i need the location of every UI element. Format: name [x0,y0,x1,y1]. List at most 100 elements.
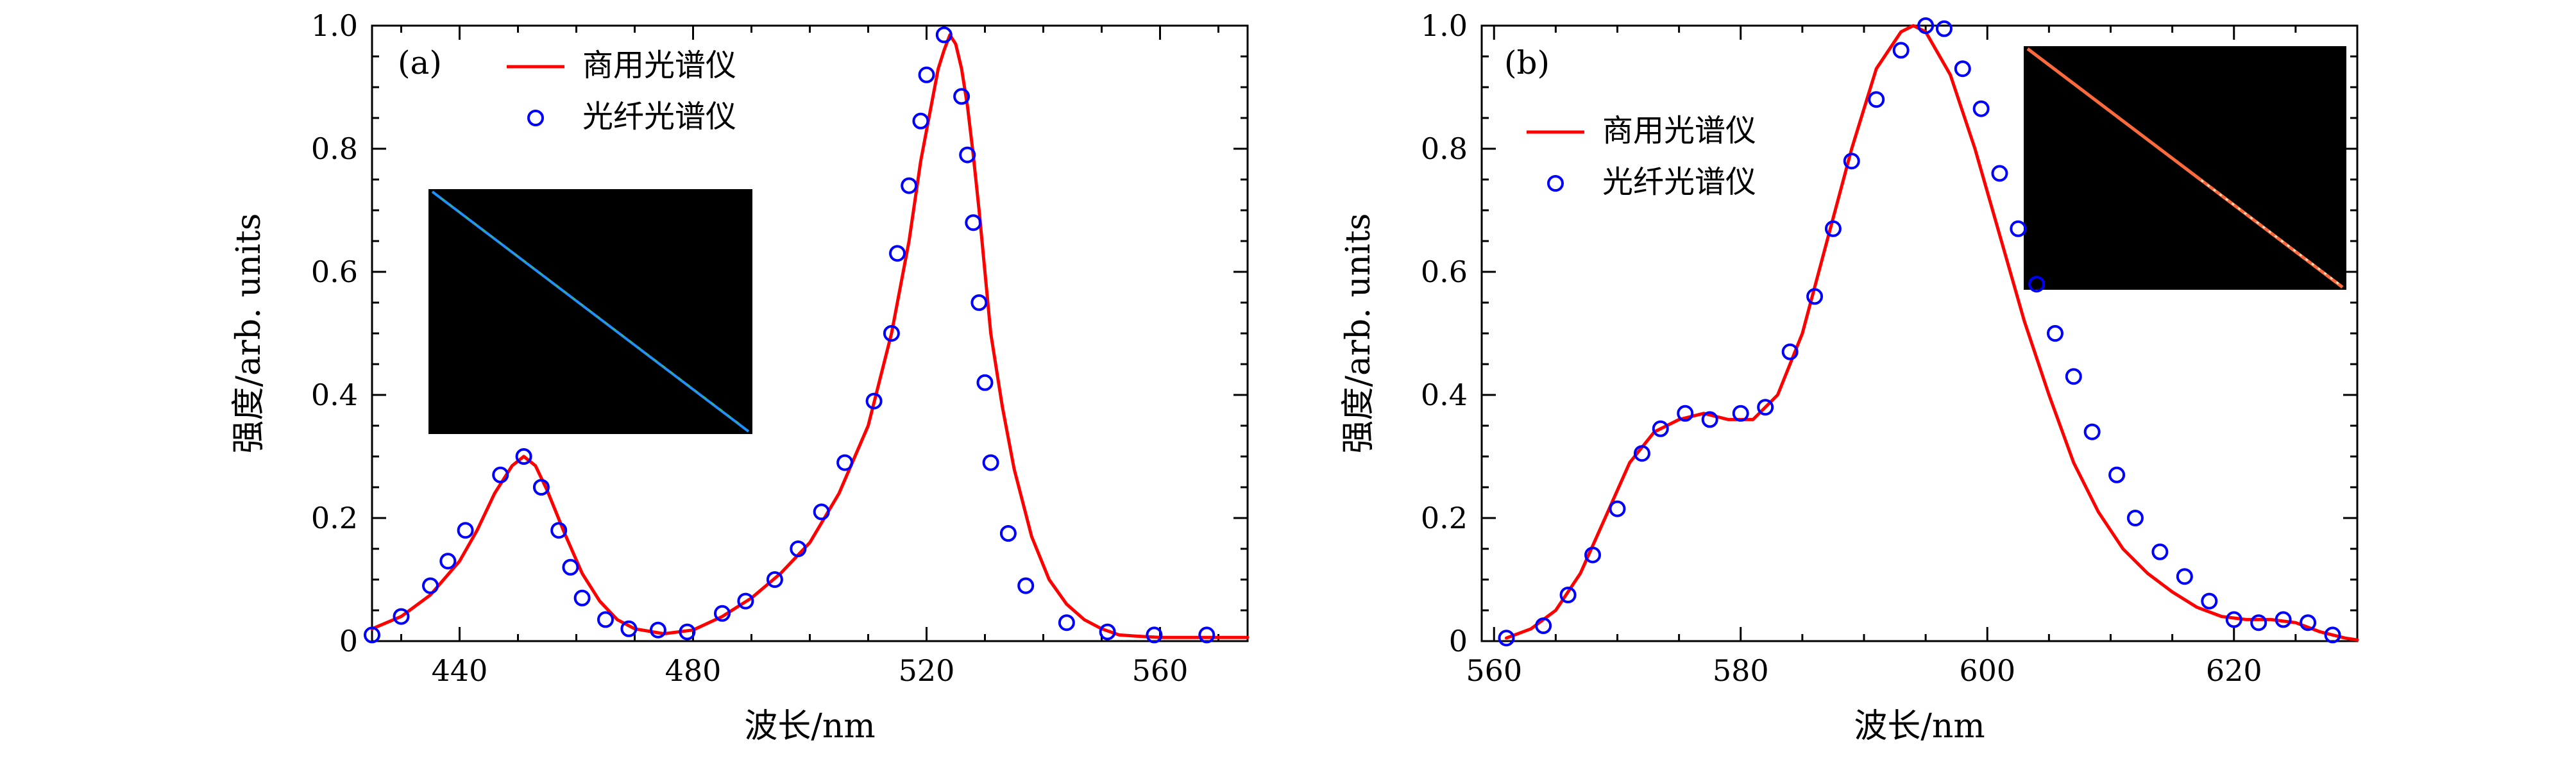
data-point [1843,153,1860,170]
data-point [597,611,614,628]
data-point [1757,399,1774,416]
data-point [2225,611,2242,628]
x-tick-label: 560 [1132,653,1189,688]
inset-streak-glow [441,197,740,424]
x-tick-label: 580 [1713,653,1769,688]
data-point [1991,165,2008,182]
data-point [1099,623,1116,640]
data-point [422,577,439,594]
legend-label: 光纤光谱仪 [582,99,736,135]
data-point [737,592,754,610]
data-point [912,112,929,130]
data-point [1972,100,1990,117]
data-point [1892,42,1910,59]
data-point [439,553,457,570]
data-point [562,558,579,576]
data-point [2046,325,2063,342]
chart-panel-1: 440 480 520 560 0 0.2 0.4 0.6 0.8 1.0 波长/nm 强度/arb.… [230,8,1250,746]
data-point [620,620,638,637]
data-point [813,503,830,521]
data-point [1017,577,1035,594]
data-point [999,525,1017,542]
data-point [2300,614,2317,631]
data-point [492,466,509,483]
data-point [836,454,854,471]
inset-streak [2026,47,2344,289]
y-tick-label: 0.6 [1421,255,1468,289]
data-point [1058,614,1075,631]
inset-image [428,189,752,434]
data-point [1559,587,1577,603]
legend-label: 商用光谱仪 [582,47,736,83]
legend-circle-marker [1547,175,1564,192]
data-point [901,177,918,194]
data-point [953,88,970,105]
inset-streak-highlight [2200,179,2341,286]
data-point [2324,626,2341,644]
x-tick-label: 620 [2206,653,2262,688]
data-point [2176,568,2193,585]
data-point [679,623,696,640]
y-axis-label: 强度/arb. units [230,213,268,454]
data-point [1935,20,1953,37]
panel-label: (b) [1504,44,1550,81]
data-point [2108,466,2126,483]
data-point [1701,411,1718,428]
data-point [364,626,380,644]
data-point [1498,630,1515,647]
data-point [457,522,474,539]
data-point [790,540,807,557]
data-point [1652,420,1669,437]
legend-label: 光纤光谱仪 [1602,164,1756,200]
legend-label: 商用光谱仪 [1602,113,1756,149]
x-tick-label: 600 [1959,653,2015,688]
legend-circle-marker [527,110,544,126]
data-point [965,214,982,231]
data-point [2126,510,2144,526]
data-point [532,479,550,496]
data-point [550,522,568,539]
y-tick-label: 0.4 [311,378,358,412]
data-point [1732,405,1749,422]
data-point [1806,288,1824,305]
data-point [1954,60,1971,78]
y-tick-label: 1.0 [311,8,358,43]
data-point [889,245,906,262]
data-point [2201,592,2218,610]
series-line-1 [370,33,1250,639]
y-tick-label: 0 [339,624,358,658]
data-point [1584,546,1602,564]
y-axis-label: 强度/arb. units [1339,213,1378,454]
panel-label: (a) [398,44,442,81]
data-point [393,608,410,625]
data-point [2151,543,2169,560]
y-tick-label: 0.8 [311,131,358,166]
data-point [883,325,900,342]
data-point [959,146,976,163]
data-point [1868,91,1885,108]
data-point [1633,445,1650,462]
data-point [1824,220,1842,237]
data-point [1609,500,1626,517]
data-point [970,294,988,311]
x-tick-label: 520 [899,653,955,688]
data-point [2275,611,2292,628]
data-point [2065,368,2082,385]
data-point [1917,17,1935,34]
data-point [1677,405,1694,422]
data-point [865,392,883,410]
x-tick-label: 440 [432,653,488,688]
data-point [714,605,731,622]
data-point [1198,626,1216,644]
data-point [918,66,935,83]
y-tick-label: 1.0 [1421,8,1468,43]
y-tick-label: 0.2 [311,501,358,535]
data-point [766,571,783,588]
x-tick-label: 480 [665,653,722,688]
data-point [1146,626,1163,644]
data-point [515,448,532,465]
data-point [935,26,953,44]
